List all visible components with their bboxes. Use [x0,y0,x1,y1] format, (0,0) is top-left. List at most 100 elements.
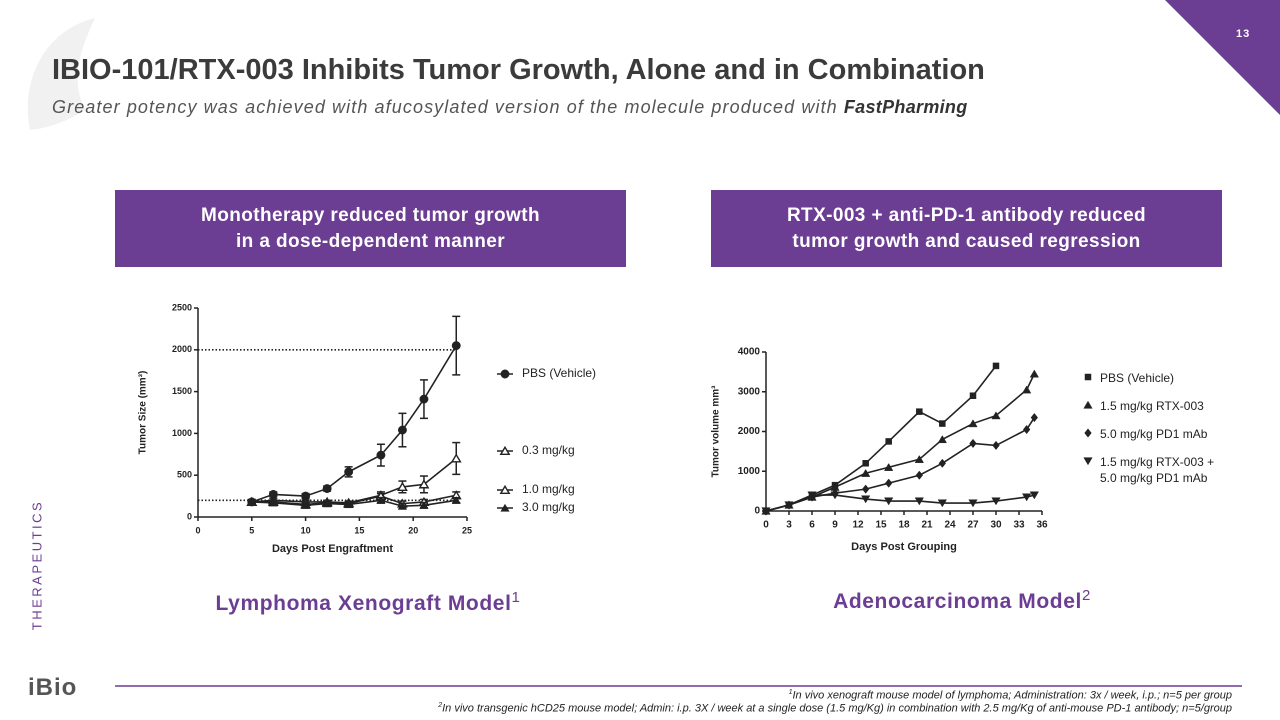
legend: PBS (Vehicle) 1.5 mg/kg RTX-003 5.0 mg/kg … [1082,370,1242,498]
marker [1029,369,1039,378]
x-tick-label: 21 [921,520,933,531]
x-tick-label: 12 [852,520,864,531]
legend-label: 5.0 mg/kg PD1 mAb [1100,427,1208,441]
marker [884,463,894,471]
marker [861,468,871,477]
marker [916,408,923,415]
marker [322,499,332,508]
legend-entry: 5.0 mg/kg PD1 mAb [1082,426,1242,442]
marker [861,484,870,494]
marker [419,394,429,404]
marker [376,450,386,460]
marker [861,495,871,504]
y-tick-label: 3000 [738,386,761,397]
legend-entry: 1.5 mg/kg RTX-003 + 5.0 mg/kg PD1 mAb [1082,454,1242,486]
marker [450,453,462,463]
corner-triangle [1165,0,1280,115]
series-line [251,345,457,503]
series-line [765,373,1036,512]
marker [344,467,354,477]
legend-label: 3.0 mg/kg [522,500,575,514]
y-tick-label: 500 [177,470,192,480]
marker [247,497,257,506]
legend-label: 0.3 mg/kg [522,443,575,457]
marker [300,501,311,509]
legend-entry: PBS (Vehicle) [1082,370,1242,386]
footnote-text: In vivo transgenic hCD25 mouse model; Ad… [442,702,1232,715]
x-tick-label: 10 [301,525,311,535]
leaf-watermark [27,18,95,130]
panel-caption: Lymphoma Xenograft Model1 [216,589,521,616]
caption-sup: 2 [1081,587,1091,604]
marker [1083,400,1093,409]
marker [397,501,408,510]
marker [376,496,386,504]
marker [885,438,892,445]
subtitle-emphasis: FastPharming [843,97,968,117]
y-tick-label: 0 [187,511,192,521]
series-line [765,417,1036,512]
legend-icon [1084,428,1092,438]
panel-heading: Monotherapy reduced tumor growth in a dos… [115,190,626,267]
marker [991,497,1001,506]
marker [397,481,408,491]
marker [937,435,947,444]
heading-line: Monotherapy reduced tumor growth [201,204,540,226]
marker [914,455,924,463]
page-number: 13 [1236,28,1251,40]
footnote: 2In vivo transgenic hCD25 mouse model; A… [438,702,1232,715]
marker [397,425,407,435]
marker [969,392,977,399]
footnote-sup: 2 [438,702,443,709]
marker [914,497,924,506]
marker [938,458,947,468]
legend-label: PBS (Vehicle) [1100,371,1175,385]
marker [884,497,894,506]
marker [1022,493,1032,502]
panel-heading: RTX-003 + anti-PD-1 antibody reduced tumo… [711,190,1222,267]
marker [451,496,461,504]
marker [1022,385,1032,394]
y-tick-label: 0 [754,506,760,517]
y-tick-label: 1000 [738,466,761,477]
legend-icon [1083,457,1093,466]
x-tick-label: 0 [763,520,769,531]
marker [939,420,946,427]
side-label: THERAPEUTICS [29,499,45,631]
marker [1084,373,1092,381]
marker [884,478,893,488]
x-tick-label: 30 [990,520,1002,531]
x-tick-label: 5 [249,525,254,535]
logo: iBio [28,674,78,701]
marker [500,369,510,379]
x-tick-label: 15 [875,520,887,531]
marker [1029,491,1039,500]
subtitle: Greater potency was achieved with afucos… [52,97,968,118]
marker [499,445,511,456]
panel-caption: Adenocarcinoma Model2 [833,587,1091,614]
legend-icon [1083,400,1093,409]
marker [992,440,1000,451]
marker [1030,412,1039,423]
legend-label: PBS (Vehicle) [522,366,596,380]
footnote: 1In vivo xenograft mouse model of lympho… [789,689,1232,702]
marker [1084,428,1092,438]
marker [451,341,461,351]
x-axis-title: Days Post Engraftment [272,543,393,555]
x-tick-label: 24 [944,520,956,531]
caption-text: Lymphoma Xenograft Model [215,592,512,615]
legend-label: 1.5 mg/kg RTX-003 + 5.0 mg/kg PD1 mAb [1100,455,1215,485]
x-tick-label: 6 [809,520,815,531]
heading-line: RTX-003 + anti-PD-1 antibody reduced [786,204,1147,226]
x-tick-label: 18 [898,520,910,531]
y-tick-label: 4000 [738,347,761,358]
series-line [765,365,997,512]
legend-entry: 1.5 mg/kg RTX-003 [1082,398,1242,414]
marker [322,484,332,494]
marker [761,507,771,516]
y-axis-title: Tumor volume mm³ [711,385,722,478]
x-tick-label: 0 [195,525,200,535]
